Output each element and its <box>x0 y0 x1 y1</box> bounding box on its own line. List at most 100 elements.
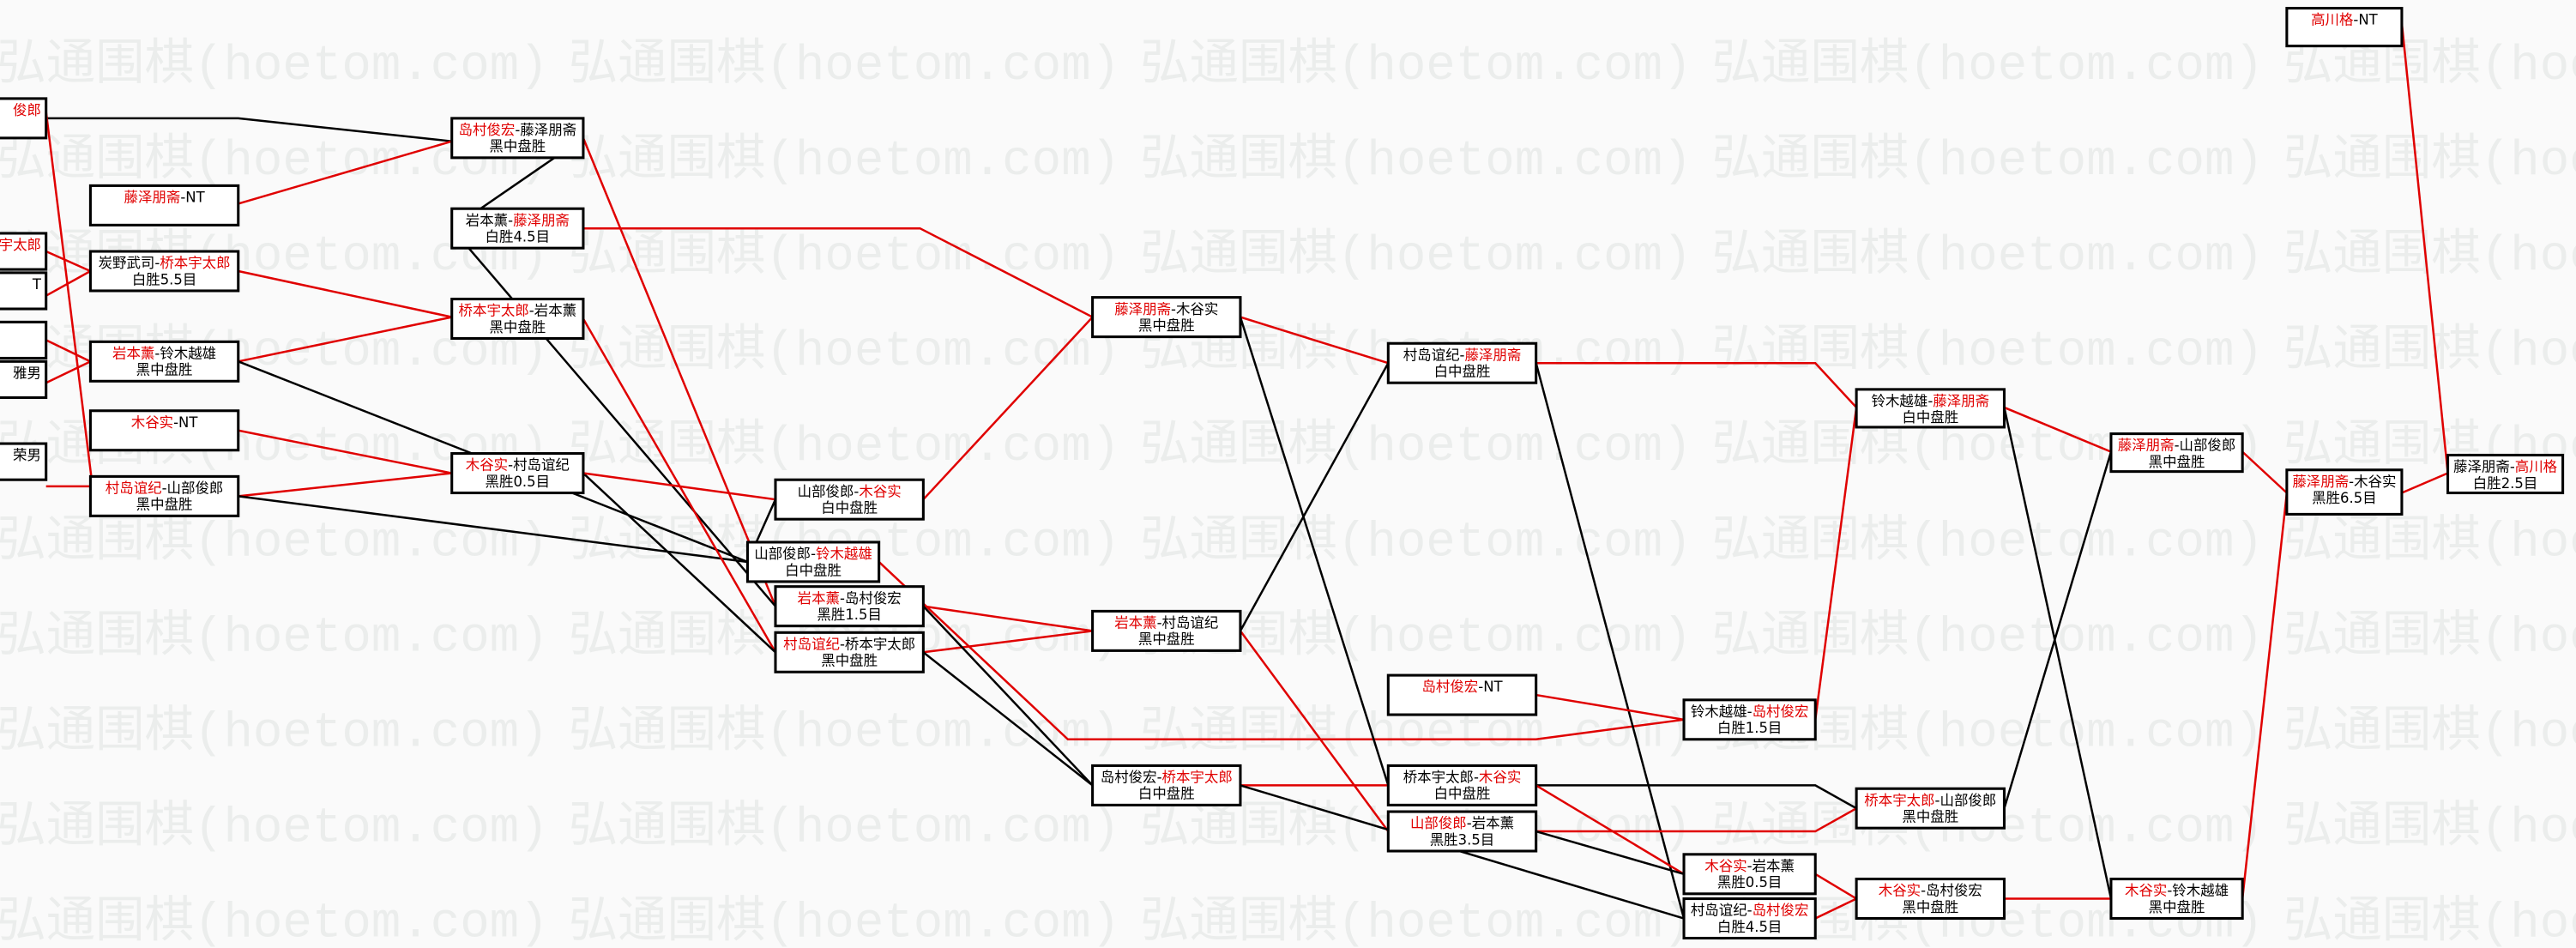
winner-name: 木谷实 <box>2125 883 2167 899</box>
winner-name: 藤泽朋斋 <box>1114 301 1171 317</box>
separator: - <box>508 457 513 474</box>
loser-connector-line <box>1239 317 1390 786</box>
player-name: NT <box>2358 12 2378 28</box>
player-name: 荣男 <box>13 447 41 463</box>
separator: - <box>508 212 513 228</box>
match-result: 黑中盘胜 <box>1902 899 1958 915</box>
partial-match-box[interactable]: 荣男 <box>0 442 48 481</box>
player-name: 雅男 <box>13 365 41 381</box>
match-players: 炭野武司-桥本宇太郎 <box>99 255 231 271</box>
partial-match-box[interactable]: 俊郎 <box>0 97 48 140</box>
winner-name: 藤泽朋斋 <box>124 190 181 206</box>
player-name: 岩本薰 <box>534 303 576 319</box>
winner-connector-line <box>582 226 1094 318</box>
match-box-border <box>1386 341 1538 384</box>
winner-name: 岛村俊宏 <box>1753 703 1809 720</box>
winner-connector-line <box>878 561 1685 741</box>
match-box[interactable]: 高川格-NT <box>2285 7 2404 48</box>
winner-name: 岩本薰 <box>112 345 154 361</box>
player-name: 村岛谊纪 <box>513 457 570 474</box>
separator: - <box>1171 301 1176 317</box>
partial-match-box[interactable]: T <box>0 271 48 311</box>
partial-match-box[interactable]: 雅男 <box>0 359 48 399</box>
match-result: 白中盘胜 <box>821 500 878 516</box>
separator: - <box>1747 858 1753 874</box>
match-box-border <box>88 250 240 293</box>
player-name: 岩本薰 <box>1472 815 1514 831</box>
match-players: 藤泽朋斋-木谷实 <box>1114 301 1218 317</box>
separator: - <box>811 546 816 562</box>
player-name: NT <box>1483 679 1503 695</box>
match-result: 黑中盘胜 <box>136 362 193 378</box>
winner-name: 村岛谊纪 <box>106 480 162 497</box>
player-name: 藤泽朋斋 <box>2453 459 2510 475</box>
match-box-border <box>774 478 925 521</box>
player-name: 岩本薰 <box>466 212 508 228</box>
player-name: 村岛谊纪 <box>1162 615 1219 631</box>
watermark: 弘通围棋(hoetom.com) <box>2283 799 2576 857</box>
match-result: 黑中盘胜 <box>1902 809 1958 825</box>
match-box-border <box>450 452 585 495</box>
match-players: 木谷实-铃木越雄 <box>2125 883 2229 899</box>
separator: - <box>2353 12 2358 28</box>
winner-connector-line <box>582 472 776 501</box>
player-name: 岛村俊宏 <box>845 590 902 607</box>
watermark: 弘通围棋(hoetom.com) <box>1712 512 2264 571</box>
match-box[interactable]: 岛村俊宏-NT <box>1386 673 1538 716</box>
player-name: 山部俊郎 <box>2180 438 2236 454</box>
winner-connector-line <box>1814 407 1858 720</box>
match-box-border <box>1682 698 1817 741</box>
match-result: 白中盘胜 <box>1434 364 1491 380</box>
winner-name: 岛村俊宏 <box>1753 903 1809 919</box>
separator: - <box>1927 393 1933 409</box>
match-result: 黑中盘胜 <box>1138 317 1195 334</box>
watermark: 弘通围棋(hoetom.com) <box>569 703 1120 761</box>
loser-connector-line <box>1535 784 1857 810</box>
match-box[interactable]: 藤泽朋斋-NT <box>88 184 240 226</box>
match-box-border <box>0 97 48 140</box>
match-box-border <box>88 340 240 383</box>
match-players: 高川格-NT <box>2311 12 2379 28</box>
match-players: 木谷实-村岛谊纪 <box>466 457 570 474</box>
partial-match-box[interactable] <box>0 320 48 360</box>
loser-connector-line <box>2003 407 2113 899</box>
separator: - <box>1474 770 1479 786</box>
match-box-border <box>88 184 240 226</box>
match-result: 黑中盘胜 <box>136 497 193 513</box>
winner-name: 木谷实 <box>1879 883 1921 899</box>
player-name: 岛村俊宏 <box>1101 770 1157 786</box>
match-box[interactable]: 木谷实-NT <box>88 409 240 452</box>
winner-connector-line <box>1535 807 1857 833</box>
partial-match-box[interactable]: 宇太郎 <box>0 232 48 271</box>
winner-name: 木谷实 <box>1479 770 1521 786</box>
match-players: 桥本宇太郎-木谷实 <box>1403 770 1522 786</box>
match-box-border <box>745 540 881 583</box>
